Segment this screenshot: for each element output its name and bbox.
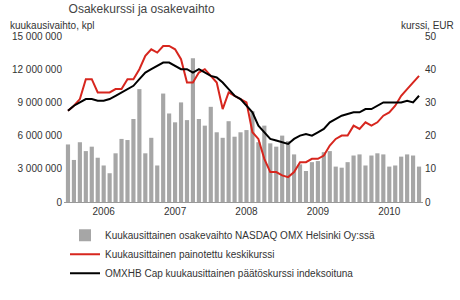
svg-text:10: 10 [425, 163, 437, 174]
svg-text:50: 50 [425, 31, 437, 42]
svg-text:9 000 000: 9 000 000 [18, 97, 63, 108]
svg-text:Osakekurssi ja osakevaihto: Osakekurssi ja osakevaihto [69, 2, 215, 16]
svg-text:0: 0 [425, 197, 431, 208]
svg-text:15 000 000: 15 000 000 [12, 31, 62, 42]
svg-text:30: 30 [425, 97, 437, 108]
svg-text:2009: 2009 [307, 206, 330, 217]
svg-text:40: 40 [425, 64, 437, 75]
svg-text:20: 20 [425, 130, 437, 141]
svg-text:Kuukausittainen osakevaihto NA: Kuukausittainen osakevaihto NASDAQ OMX H… [105, 230, 375, 241]
svg-text:2007: 2007 [164, 206, 187, 217]
svg-text:12 000 000: 12 000 000 [12, 64, 62, 75]
svg-text:2008: 2008 [235, 206, 258, 217]
svg-text:2010: 2010 [378, 206, 401, 217]
svg-text:2006: 2006 [93, 206, 116, 217]
svg-text:OMXHB Cap kuukausittainen päät: OMXHB Cap kuukausittainen päätöskurssi i… [105, 268, 353, 279]
svg-text:0: 0 [56, 197, 62, 208]
svg-text:kurssi, EUR: kurssi, EUR [401, 20, 454, 31]
svg-text:Kuukausittainen painotettu kes: Kuukausittainen painotettu keskikurssi [105, 249, 275, 260]
svg-text:6 000 000: 6 000 000 [18, 130, 63, 141]
svg-text:kuukausivaihto, kpl: kuukausivaihto, kpl [10, 20, 95, 31]
svg-text:3 000 000: 3 000 000 [18, 163, 63, 174]
